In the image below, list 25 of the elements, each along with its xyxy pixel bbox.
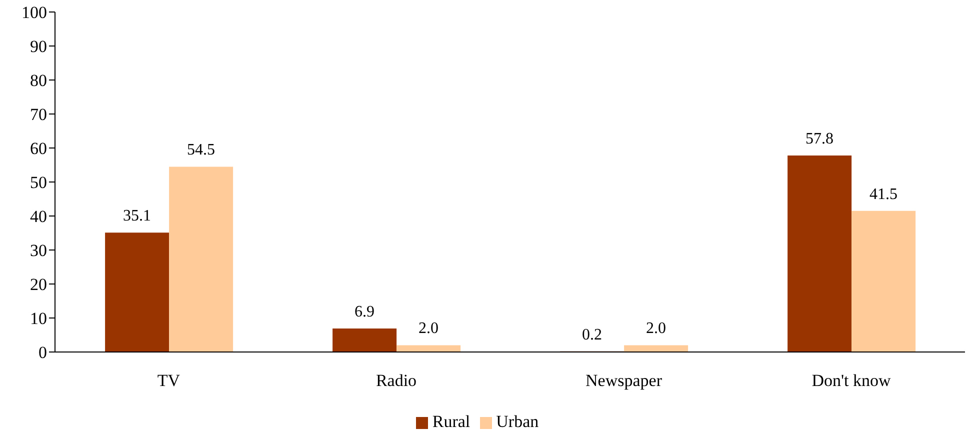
data-label: 2.0 [418, 320, 439, 338]
legend-label: Rural [432, 412, 470, 431]
data-label: 41.5 [870, 186, 898, 203]
data-label: 57.8 [806, 130, 834, 148]
x-tick-label: Radio [376, 371, 417, 390]
y-tick-label: 10 [30, 309, 47, 328]
data-label: 0.2 [582, 326, 602, 344]
data-label: 35.1 [123, 208, 152, 225]
y-tick-label: 0 [38, 343, 47, 362]
y-tick-label: 20 [30, 275, 47, 294]
y-tick-label: 60 [30, 139, 47, 158]
y-tick-label: 30 [30, 241, 47, 260]
y-tick-label: 100 [22, 3, 47, 22]
legend-label: Urban [496, 412, 539, 431]
data-label: 6.9 [354, 304, 375, 321]
y-tick-label: 90 [30, 37, 47, 56]
x-tick-label: TV [157, 371, 181, 390]
y-tick-label: 70 [30, 105, 47, 124]
data-label: 54.5 [187, 142, 216, 159]
y-tick-label: 50 [30, 173, 47, 192]
x-tick-label: Don't know [812, 371, 892, 390]
x-tick-label: Newspaper [586, 371, 662, 390]
data-label: 2.0 [646, 320, 666, 338]
y-tick-label: 80 [30, 71, 47, 90]
y-tick-label: 40 [30, 207, 47, 226]
